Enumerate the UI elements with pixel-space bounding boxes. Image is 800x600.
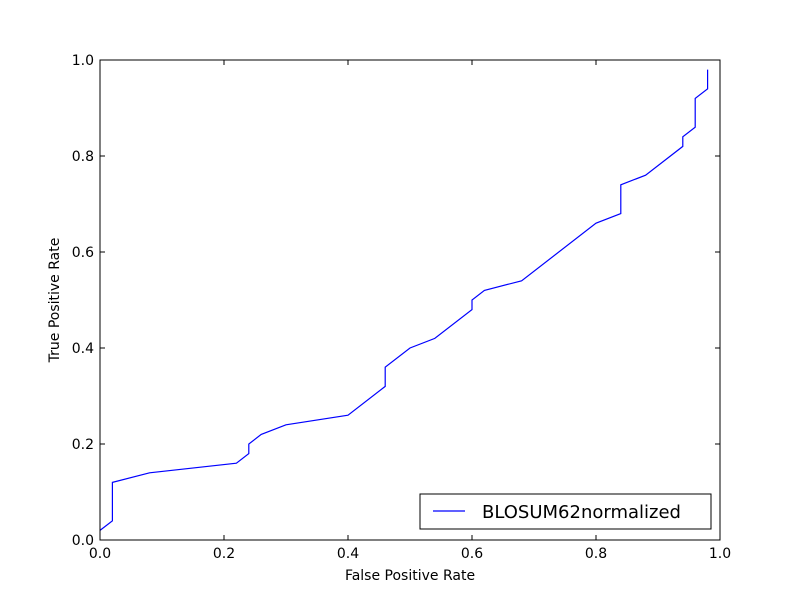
x-tick-label: 0.8 bbox=[585, 546, 607, 562]
axes-border bbox=[99, 59, 721, 541]
legend-box bbox=[419, 493, 712, 530]
legend-label: BLOSUM62normalized bbox=[482, 502, 681, 523]
y-tick-label: 0.8 bbox=[72, 149, 94, 165]
x-tick-label: 0.4 bbox=[337, 546, 359, 562]
plot-background bbox=[100, 60, 720, 540]
y-tick-label: 1.0 bbox=[72, 53, 94, 69]
y-axis-title: True Positive Rate bbox=[47, 238, 63, 364]
series-line-0 bbox=[99, 69, 709, 531]
plot-area bbox=[100, 60, 720, 540]
y-tick-label: 0.2 bbox=[72, 437, 94, 453]
x-tick-label: 1.0 bbox=[709, 546, 731, 562]
x-axis-title: False Positive Rate bbox=[345, 568, 475, 584]
legend: BLOSUM62normalized bbox=[419, 493, 712, 530]
axes-frame bbox=[99, 59, 721, 541]
y-tick-label: 0.4 bbox=[72, 341, 94, 357]
x-tick-label: 0.6 bbox=[461, 546, 483, 562]
y-tick-label: 0.0 bbox=[72, 533, 94, 549]
series-layer bbox=[99, 69, 709, 531]
x-tick-label: 0.0 bbox=[89, 546, 111, 562]
x-tick-label: 0.2 bbox=[213, 546, 235, 562]
ticks: 0.0 0.2 0.4 0.6 0.8 1.0 0.0 0.2 0.4 0.6 0.8 1.0 bbox=[72, 53, 731, 562]
y-tick-label: 0.6 bbox=[72, 245, 94, 261]
